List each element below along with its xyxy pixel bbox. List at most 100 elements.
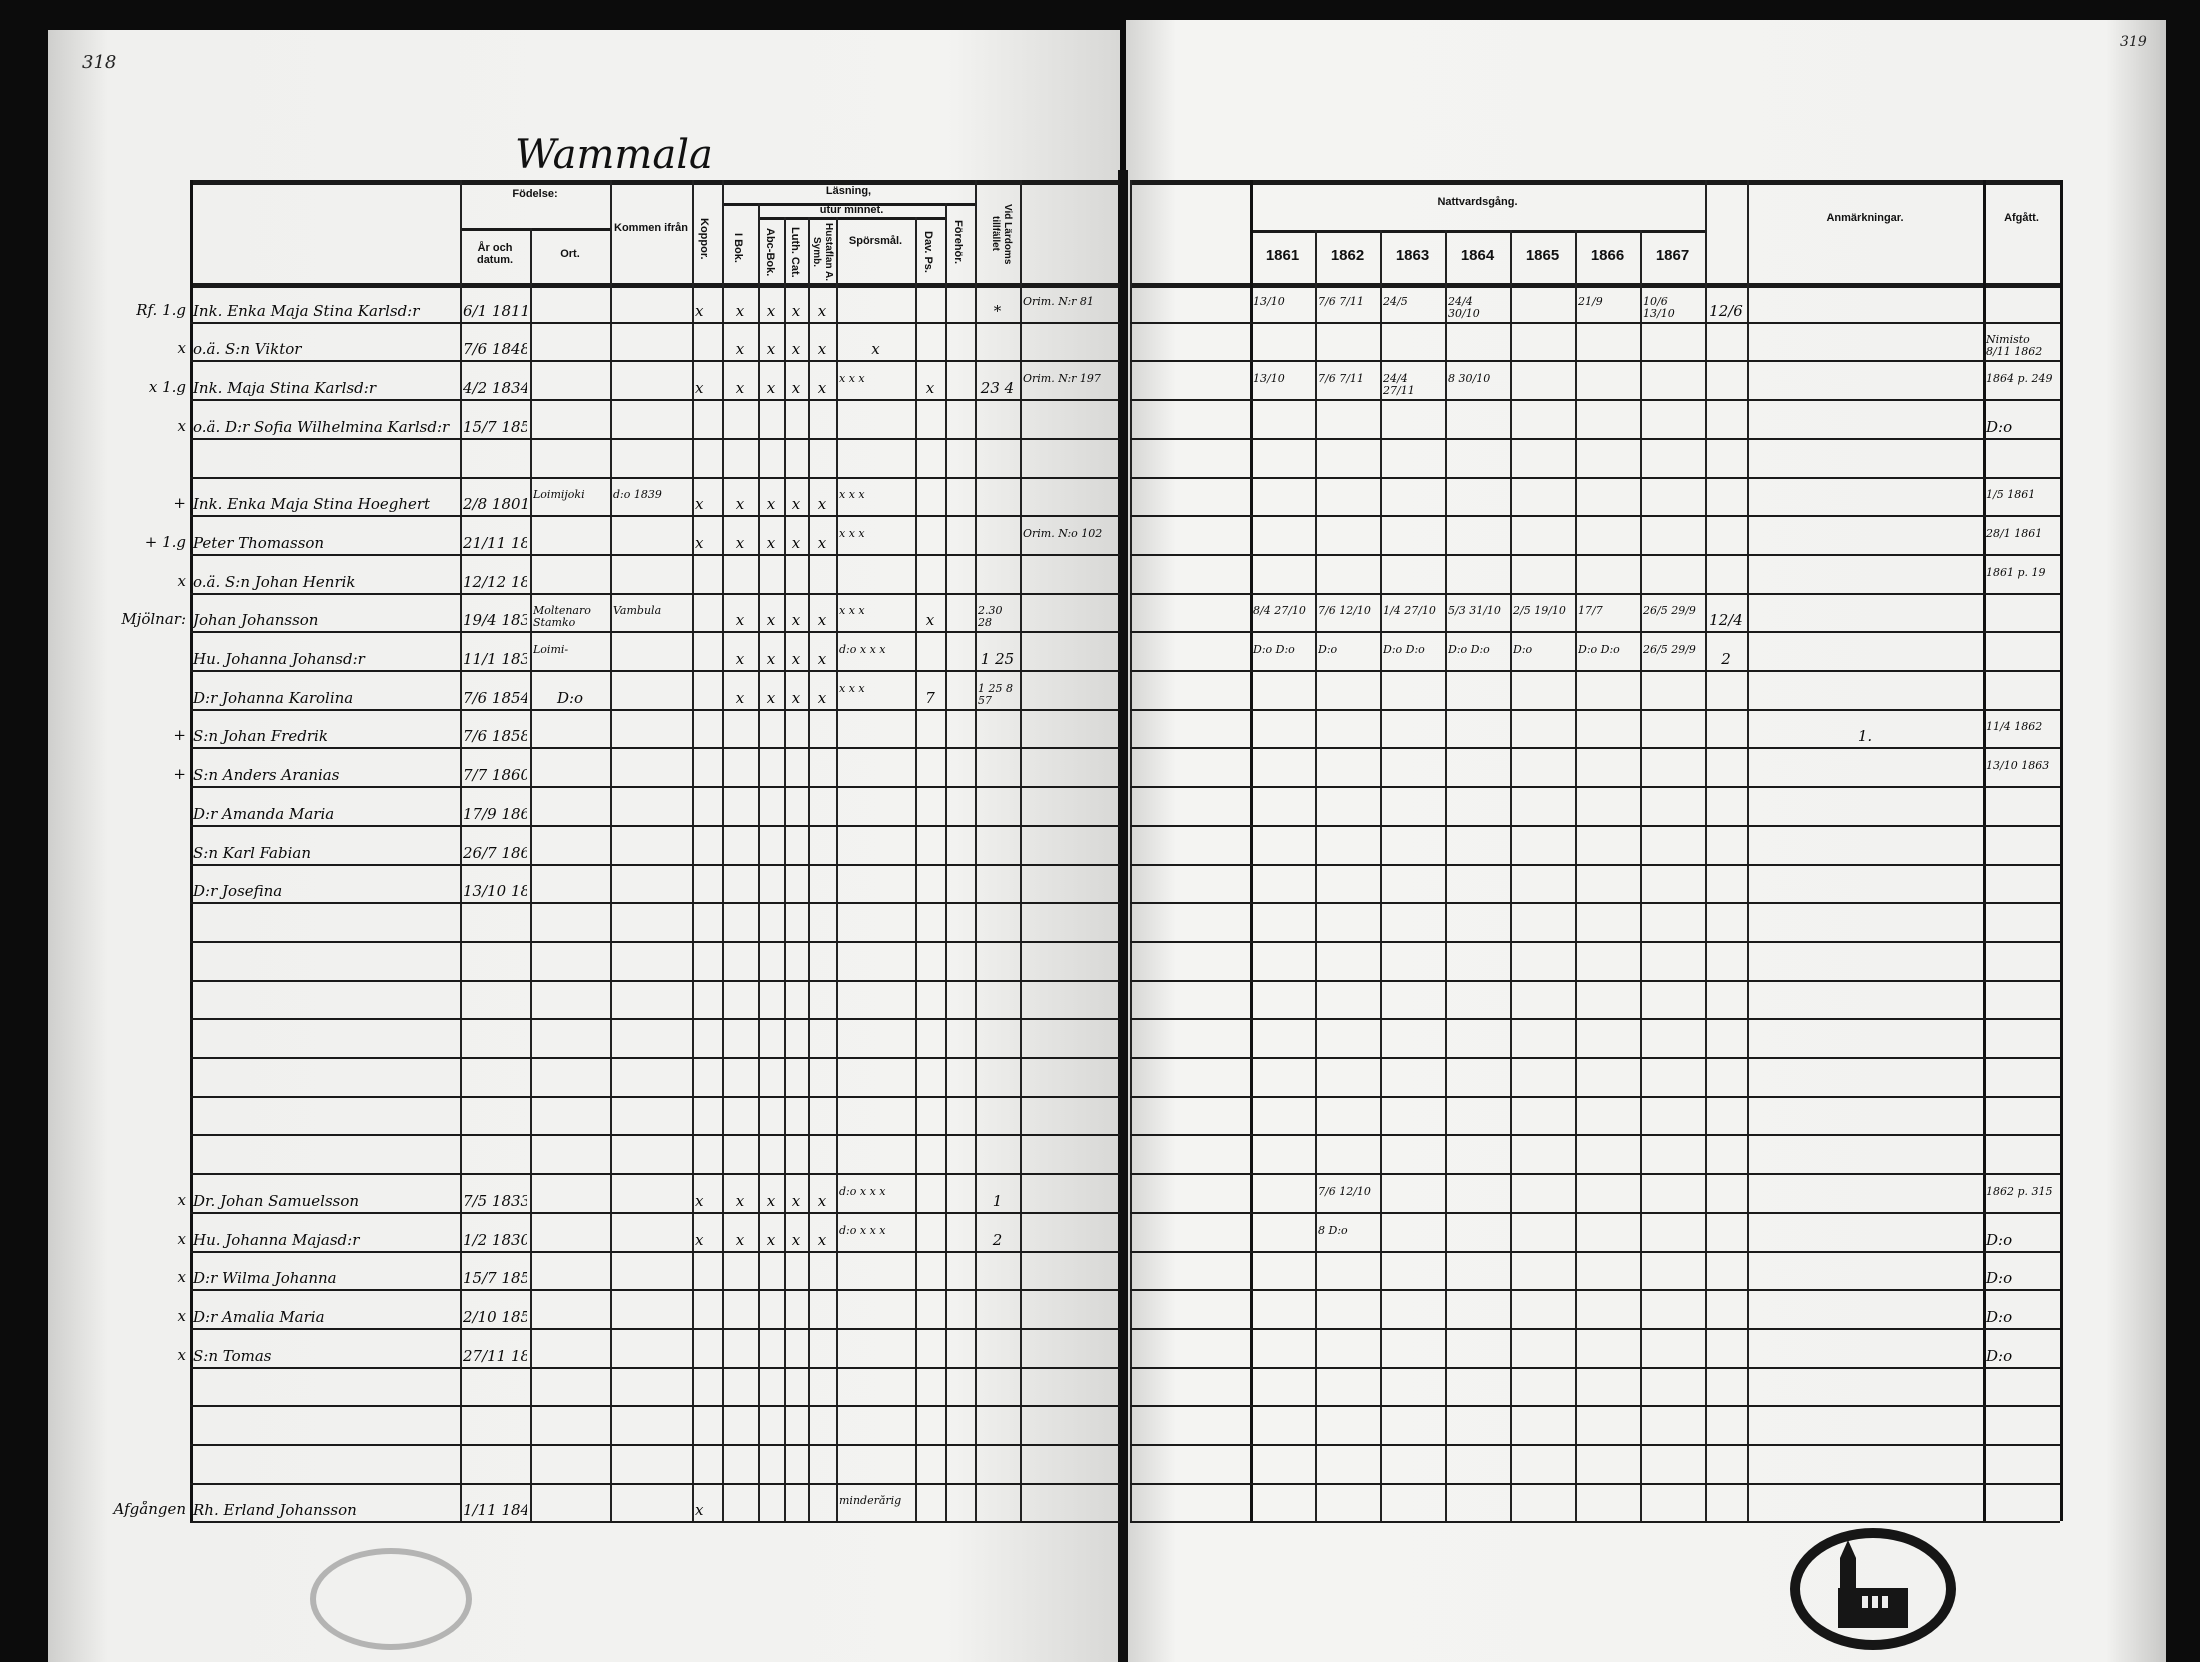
row-abc: x	[766, 1231, 776, 1249]
row-margin-note: + 1.g	[144, 533, 186, 551]
header-vid-lardom: Vid Lärdoms tillfället	[990, 203, 1013, 265]
row-name: Hu. Johanna Majasd:r	[193, 1231, 360, 1249]
church-icon	[1838, 1540, 1908, 1628]
row-spors: x x x	[839, 605, 865, 618]
row-luth: x	[791, 689, 801, 707]
row-rule	[1130, 1521, 2060, 1524]
row-luth: x	[791, 612, 801, 630]
row-born: 11/1 1832	[463, 651, 527, 668]
row-rule	[1130, 1134, 2060, 1137]
row-spors: minderårig	[839, 1495, 902, 1508]
row-born: 4/2 1834	[463, 380, 527, 398]
column-divider	[722, 180, 724, 1522]
row-dav: x	[925, 612, 935, 630]
row-abc: x	[766, 689, 776, 707]
header-afgatt: Afgått.	[2004, 212, 2039, 224]
row-spors: d:o x x x	[839, 644, 886, 656]
row-vid: 23 4	[980, 380, 1015, 398]
row-rule	[1130, 1250, 2060, 1253]
nattvard-entry: 5/3 31/10	[1448, 605, 1501, 618]
row-rule	[1130, 1211, 2060, 1214]
header-anmarkningar: Anmärkningar.	[1826, 212, 1904, 224]
row-margin-note: x	[177, 572, 186, 590]
row-rule	[1130, 979, 2060, 982]
row-margin-note: x 1.g	[148, 379, 186, 397]
row-vid: 1 25	[980, 651, 1015, 668]
row-rule	[1130, 786, 2060, 789]
row-rule	[190, 979, 1120, 982]
header-dav-ps: Dav. Ps.	[922, 231, 934, 273]
column-divider	[1705, 180, 1707, 1522]
row-hust: x	[817, 341, 827, 359]
row-name: o.ä. S:n Viktor	[193, 341, 302, 359]
row-born: 7/7 1860	[463, 767, 527, 785]
nattvard-entry: 1/4 27/10	[1383, 605, 1436, 618]
row-rule	[1130, 1444, 2060, 1446]
row-name: S:n Karl Fabian	[193, 844, 311, 862]
row-afgatt: 1861 p. 19	[1986, 566, 2046, 579]
row-orim: Orim. N:r 197	[1023, 373, 1101, 386]
column-divider	[808, 217, 810, 1522]
row-rule	[1130, 1482, 2060, 1485]
row-rule	[190, 786, 1120, 789]
row-vid: *	[993, 302, 1002, 320]
utur-minnet-rule	[758, 217, 945, 220]
row-abc: x	[766, 1192, 776, 1210]
row-rule	[1130, 747, 2060, 750]
row-rule	[190, 670, 1120, 672]
column-divider	[945, 203, 947, 1522]
row-rule	[190, 1211, 1120, 1214]
row-rule	[1130, 708, 2060, 711]
row-name: Dr. Johan Samuelsson	[193, 1192, 360, 1210]
row-luth: x	[791, 302, 801, 320]
row-spors: x x x	[839, 527, 865, 540]
row-rule	[190, 708, 1120, 711]
column-divider	[610, 180, 612, 1522]
row-luth: x	[791, 651, 801, 668]
nattvard-entry: 13/10	[1253, 295, 1285, 308]
row-afgatt: D:o	[1986, 418, 2013, 436]
row-rule	[190, 437, 1120, 440]
row-rule	[190, 1018, 1120, 1021]
nattvard-entry: 7/6 12/10	[1318, 1185, 1371, 1198]
row-born: 7/6 1858	[463, 728, 527, 746]
row-anm: 1.	[1857, 728, 1873, 746]
nattvard-entry: 8 30/10	[1448, 373, 1491, 386]
row-rule	[1130, 824, 2060, 827]
column-divider	[1445, 230, 1447, 1522]
row-ibok: x	[735, 341, 745, 359]
row-rule	[1130, 1057, 2060, 1059]
row-margin-note: +	[173, 495, 186, 513]
header-kommen-ifran: Kommen ifrån	[614, 222, 688, 234]
row-place: Loimi-	[533, 644, 569, 656]
header-bottom-rule	[1130, 283, 2060, 288]
row-rule	[190, 1482, 1120, 1485]
column-divider	[1640, 230, 1642, 1522]
fodelse-rule	[460, 228, 610, 231]
row-rule	[1130, 1095, 2060, 1098]
row-luth: x	[791, 380, 801, 398]
nattvard-entry: 7/6 7/11	[1318, 295, 1364, 308]
header-top-rule	[1130, 180, 2060, 185]
row-born: 2/8 1801	[463, 496, 527, 514]
row-hust: x	[817, 612, 827, 630]
row-name: Ink. Enka Maja Stina Karlsd:r	[193, 302, 420, 320]
header-koppor: Koppor.	[698, 218, 710, 260]
header-lasning: Läsning,	[825, 185, 872, 197]
row-rule	[1130, 515, 2060, 518]
header-year-1866: 1866	[1590, 247, 1625, 264]
row-rule	[190, 321, 1120, 324]
row-afgatt: 1/5 1861	[1986, 489, 2036, 502]
row-spors: x	[871, 341, 880, 359]
row-vid: 2.30 28	[978, 605, 1003, 630]
row-margin-note: x	[177, 1269, 186, 1287]
row-rule	[1130, 360, 2060, 363]
row-name: Rh. Erland Johansson	[193, 1502, 357, 1520]
row-spors: d:o x x x	[839, 1224, 886, 1237]
row-ibok: x	[735, 651, 745, 668]
row-afgatt: D:o	[1986, 1270, 2013, 1288]
nattvard-entry: 2/5 19/10	[1513, 605, 1566, 618]
header-ort: Ort.	[560, 248, 580, 260]
header-year-1861: 1861	[1265, 247, 1300, 264]
row-name: Hu. Johanna Johansd:r	[193, 651, 365, 668]
